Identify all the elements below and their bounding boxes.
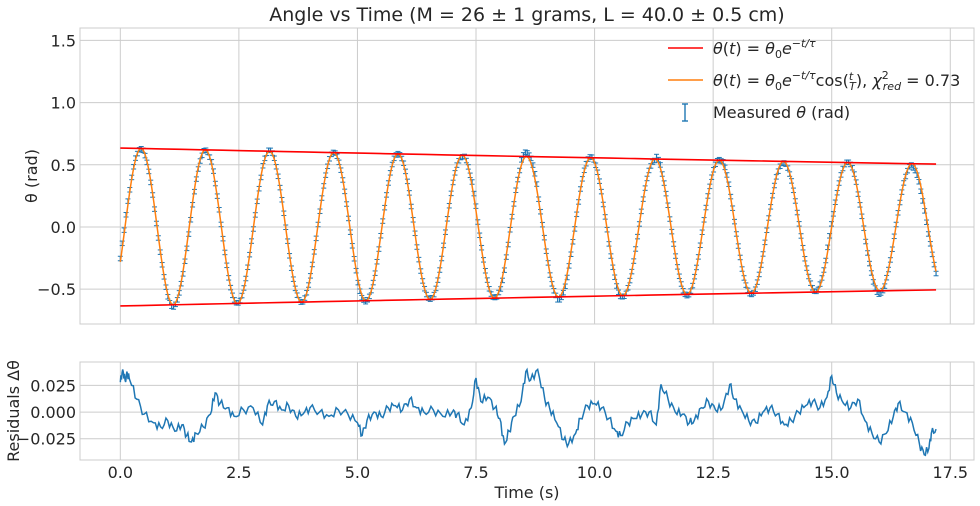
x-tick-label: 17.5 [932,463,968,482]
x-tick-label: 7.5 [463,463,488,482]
x-tick-label: 12.5 [695,463,731,482]
x-axis-label: Time (s) [493,483,559,502]
fit-curve [119,147,937,306]
y-tick-label: 0.000 [30,403,76,422]
y-tick-label: 1.5 [51,31,76,50]
x-tick-label: 5.0 [345,463,370,482]
residuals-line [119,367,937,457]
y-tick-label: 0.025 [30,376,76,395]
envelope-lower [120,289,937,307]
legend-label-measured: Measured θ (rad) [713,103,850,122]
legend: θ(t) = θ0e−t/τ θ(t) = θ0e−t/τcos(t T), χ2… [668,37,960,122]
measured-point [519,157,525,163]
main-plot-series [117,145,939,310]
x-tick-label: 10.0 [577,463,613,482]
residuals-y-tick-labels: −0.025 0.000 0.025 [17,376,76,448]
residuals-plot-panel: −0.025 0.000 0.025 0.0 2.5 5.0 7.5 10.0 12.5 15.… [4,360,975,502]
residuals-plot-frame [79,361,975,461]
legend-label-envelope: θ(t) = θ0e−t/τ [713,37,816,61]
x-tick-label: 15.0 [814,463,850,482]
main-y-axis-label: θ (rad) [22,149,41,203]
residuals-y-axis-label: Residuals Δθ [4,360,23,462]
residuals-plot-background [80,362,974,460]
y-tick-label: 0.5 [51,156,76,175]
main-y-tick-labels: −0.5 0.0 0.5 1.0 1.5 [37,31,76,299]
main-plot-frame [79,27,975,325]
legend-swatch-measured [682,103,688,122]
chart-title: Angle vs Time (M = 26 ± 1 grams, L = 40.… [269,4,784,26]
residuals-plot-series [119,367,937,457]
envelope-upper [120,147,937,165]
y-tick-label: 0.0 [51,218,76,237]
x-tick-label: 2.5 [226,463,251,482]
main-plot-background [80,28,974,324]
x-tick-labels: 0.0 2.5 5.0 7.5 10.0 12.5 15.0 17.5 [108,463,969,482]
residuals-plot-grid [80,362,974,460]
y-tick-label: −0.5 [37,280,76,299]
legend-label-fit: θ(t) = θ0e−t/τcos(t T), χ2 red = 0.73 [713,69,960,93]
y-tick-label: −0.025 [17,430,76,449]
y-tick-label: 1.0 [51,94,76,113]
main-plot-panel: −0.5 0.0 0.5 1.0 1.5 θ (rad) [22,27,975,325]
main-plot-grid [80,28,974,324]
x-tick-label: 0.0 [108,463,133,482]
